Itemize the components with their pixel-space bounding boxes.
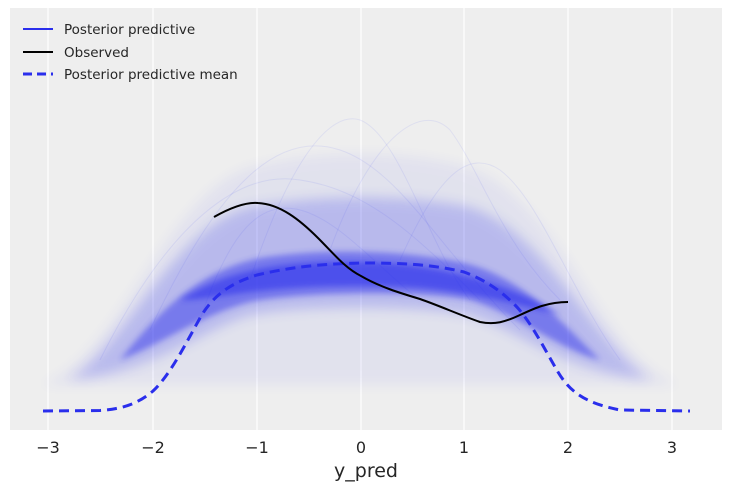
- x-tick-label: 2: [563, 438, 573, 457]
- x-tick-label: −1: [245, 438, 269, 457]
- legend-label: Observed: [64, 45, 129, 61]
- x-tick-label: 1: [459, 438, 469, 457]
- x-axis: −3 −2 −1 0 1 2 3 y_pred: [36, 438, 677, 482]
- posterior-predictive-mean-line: [42, 261, 691, 413]
- x-tick-label: 3: [667, 438, 677, 457]
- legend-item-observed: Observed: [23, 45, 129, 61]
- x-tick-label: −3: [36, 438, 60, 457]
- legend-item-posterior-predictive-mean: Posterior predictive mean: [23, 67, 238, 83]
- legend-item-posterior-predictive: Posterior predictive: [23, 22, 195, 38]
- legend-label: Posterior predictive mean: [64, 67, 238, 83]
- legend: Posterior predictive Observed Posterior …: [23, 22, 238, 83]
- x-tick-label: 0: [356, 438, 366, 457]
- x-axis-label: y_pred: [334, 460, 398, 482]
- legend-label: Posterior predictive: [64, 22, 195, 38]
- observed-line: [213, 201, 569, 325]
- x-tick-label: −2: [141, 438, 165, 457]
